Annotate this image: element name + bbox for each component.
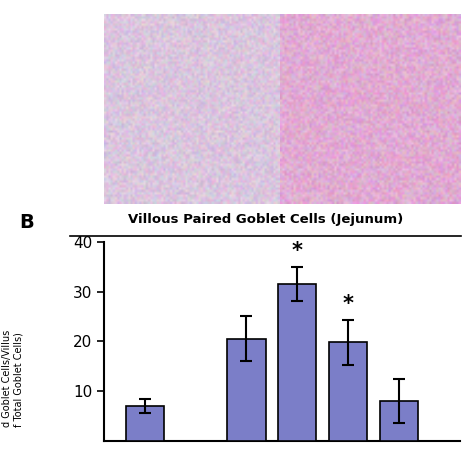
Text: *: * <box>292 241 303 261</box>
Bar <box>380 401 418 441</box>
Bar <box>228 339 265 441</box>
Text: *: * <box>343 294 354 314</box>
Bar <box>278 284 316 441</box>
Text: B: B <box>19 213 34 232</box>
Bar <box>329 342 367 441</box>
Bar <box>126 406 164 441</box>
Text: Villous Paired Goblet Cells (Jejunum): Villous Paired Goblet Cells (Jejunum) <box>128 213 403 227</box>
Text: d Goblet Cells/Villus
f Total Goblet Cells): d Goblet Cells/Villus f Total Goblet Cel… <box>2 329 24 427</box>
